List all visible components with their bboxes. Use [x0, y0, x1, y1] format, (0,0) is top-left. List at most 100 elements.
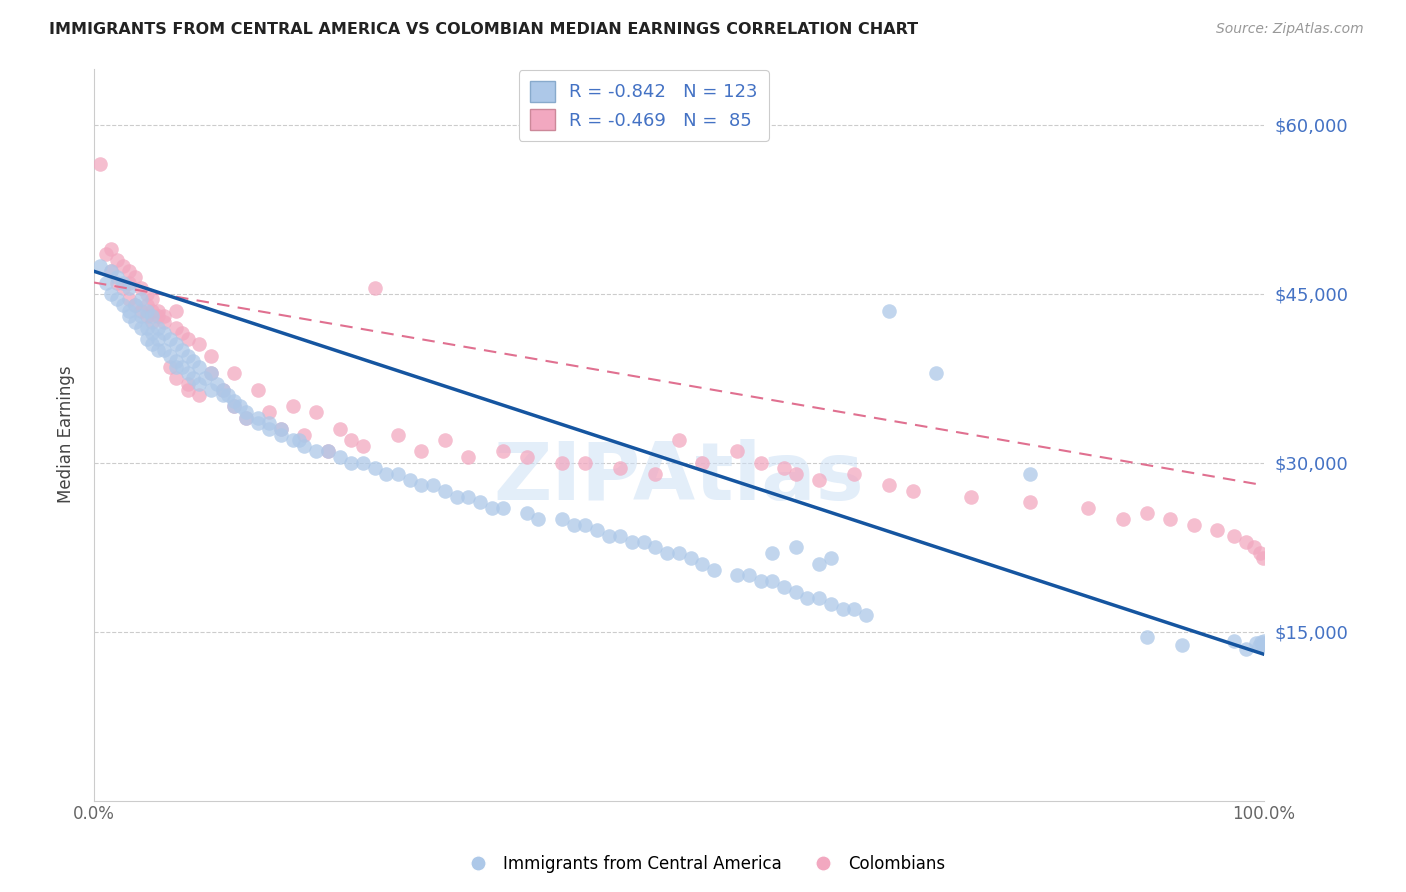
Point [105, 293, 128, 307]
Point [387, 467, 409, 481]
Point [235, 410, 257, 425]
Point [411, 444, 433, 458]
Point [644, 540, 666, 554]
Point [433, 483, 456, 498]
Point [153, 343, 176, 357]
Point [135, 298, 157, 312]
Point [808, 473, 831, 487]
Point [446, 490, 468, 504]
Point [188, 359, 211, 374]
Point [224, 400, 246, 414]
Point [808, 557, 831, 571]
Point [153, 326, 176, 341]
Point [259, 405, 281, 419]
Point [785, 467, 807, 481]
Point [586, 524, 609, 538]
Point [1234, 534, 1257, 549]
Point [141, 293, 163, 307]
Point [457, 490, 479, 504]
Point [148, 343, 170, 357]
Point [294, 439, 316, 453]
Text: IMMIGRANTS FROM CENTRAL AMERICA VS COLOMBIAN MEDIAN EARNINGS CORRELATION CHART: IMMIGRANTS FROM CENTRAL AMERICA VS COLOM… [49, 22, 918, 37]
Point [176, 376, 198, 391]
Point [609, 529, 631, 543]
Point [725, 444, 748, 458]
Point [270, 427, 292, 442]
Point [105, 269, 128, 284]
Point [153, 310, 176, 324]
Point [165, 303, 187, 318]
Point [129, 310, 152, 324]
Point [170, 359, 193, 374]
Point [551, 456, 574, 470]
Point [516, 450, 538, 464]
Point [1159, 512, 1181, 526]
Point [703, 563, 725, 577]
Point [141, 310, 163, 324]
Point [229, 400, 252, 414]
Point [118, 264, 141, 278]
Point [655, 546, 678, 560]
Point [124, 269, 146, 284]
Point [925, 366, 948, 380]
Point [551, 512, 574, 526]
Point [105, 252, 128, 267]
Point [100, 264, 122, 278]
Point [270, 422, 292, 436]
Point [141, 315, 163, 329]
Point [773, 580, 796, 594]
Point [820, 597, 842, 611]
Point [1018, 495, 1040, 509]
Point [159, 349, 181, 363]
Point [235, 410, 257, 425]
Point [1223, 529, 1246, 543]
Point [375, 467, 398, 481]
Point [668, 433, 690, 447]
Point [235, 405, 257, 419]
Text: Source: ZipAtlas.com: Source: ZipAtlas.com [1216, 22, 1364, 37]
Point [1253, 633, 1275, 648]
Point [1247, 640, 1270, 654]
Point [1251, 551, 1274, 566]
Y-axis label: Median Earnings: Median Earnings [58, 366, 75, 503]
Point [1077, 500, 1099, 515]
Point [217, 388, 239, 402]
Point [224, 393, 246, 408]
Point [879, 478, 901, 492]
Point [118, 293, 141, 307]
Point [668, 546, 690, 560]
Point [141, 326, 163, 341]
Point [411, 478, 433, 492]
Point [516, 507, 538, 521]
Point [200, 366, 222, 380]
Point [100, 264, 122, 278]
Point [363, 461, 385, 475]
Point [135, 310, 157, 324]
Point [844, 602, 866, 616]
Point [259, 417, 281, 431]
Point [598, 529, 620, 543]
Point [141, 303, 163, 318]
Point [124, 298, 146, 312]
Point [831, 602, 853, 616]
Point [112, 298, 135, 312]
Point [1182, 517, 1205, 532]
Point [1112, 512, 1135, 526]
Point [165, 320, 187, 334]
Point [329, 422, 352, 436]
Point [118, 281, 141, 295]
Point [457, 450, 479, 464]
Point [609, 461, 631, 475]
Point [305, 444, 328, 458]
Point [796, 591, 818, 605]
Point [211, 388, 233, 402]
Point [316, 444, 339, 458]
Point [105, 276, 128, 290]
Point [118, 310, 141, 324]
Point [224, 366, 246, 380]
Point [165, 354, 187, 368]
Point [89, 157, 111, 171]
Point [679, 551, 702, 566]
Point [725, 568, 748, 582]
Point [200, 349, 222, 363]
